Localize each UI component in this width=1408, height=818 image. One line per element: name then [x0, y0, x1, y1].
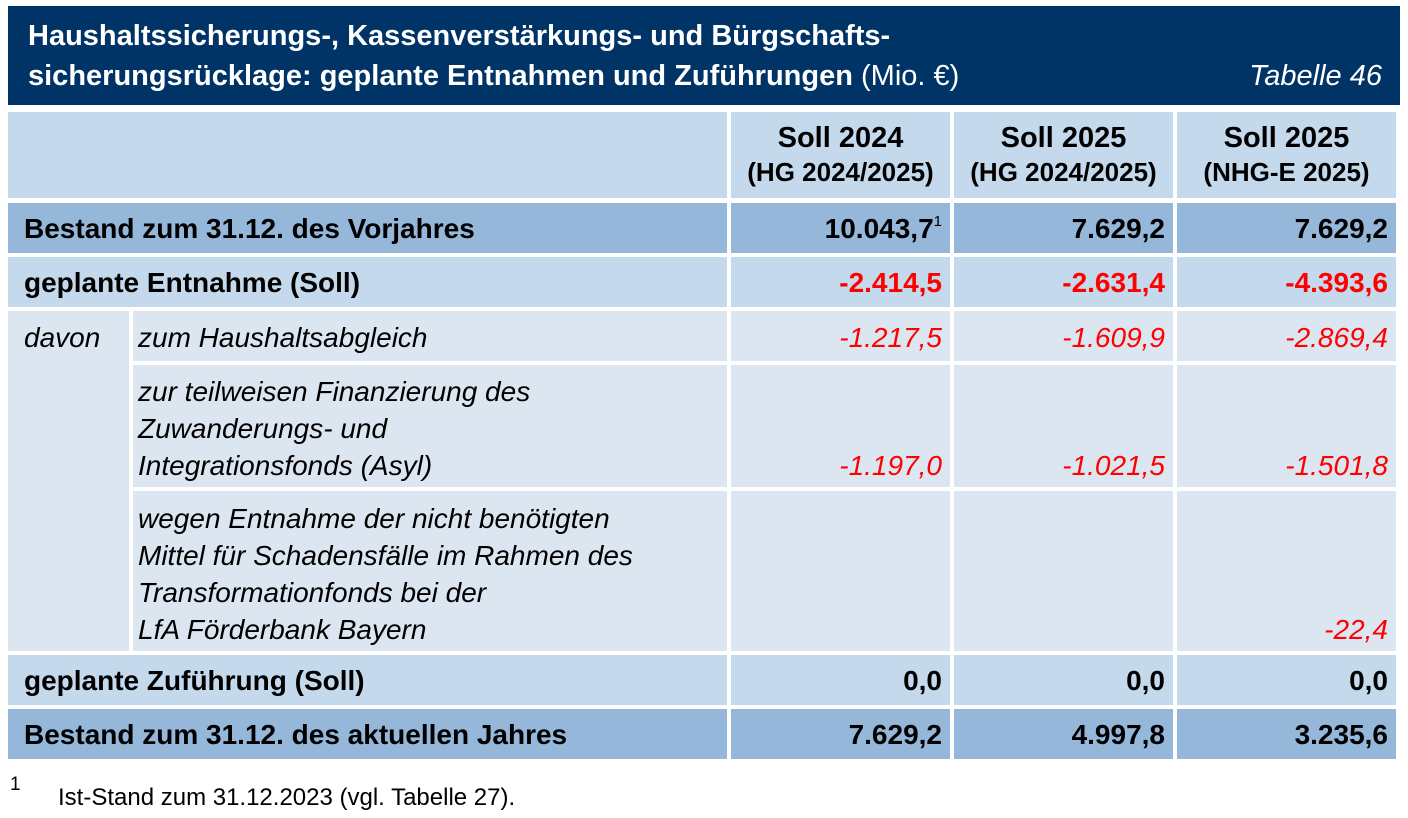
header-empty-cell	[8, 112, 727, 198]
column-header-title: Soll 2024	[777, 122, 904, 154]
table-title-line2-bold: sicherungsrücklage: geplante Entnahmen u…	[28, 60, 853, 92]
row-label-line: LfA Förderbank Bayern	[138, 614, 427, 645]
cell-haushaltsabgleich-soll2025-hg: -1.609,9	[954, 311, 1173, 361]
column-header-subtitle: (HG 2024/2025)	[747, 157, 934, 187]
column-header-title: Soll 2025	[1223, 122, 1350, 154]
footnote-marker: 1	[933, 213, 942, 230]
cell-entnahme-soll2025-nhg: -4.393,6	[1177, 257, 1396, 307]
cell-value: 10.043,7	[824, 213, 934, 244]
cell-bestand-vorjahr-soll2025-nhg: 7.629,2	[1177, 203, 1396, 253]
cell-lfa-soll2025-hg	[954, 491, 1173, 651]
footnote-number: 1	[10, 774, 21, 795]
row-label-asyl: zur teilweisen Finanzierung des Zuwander…	[133, 365, 727, 487]
cell-lfa-soll2025-nhg: -22,4	[1177, 491, 1396, 651]
row-label-bestand-vorjahr: Bestand zum 31.12. des Vorjahres	[8, 203, 727, 253]
column-header-soll2024: Soll 2024 (HG 2024/2025)	[731, 112, 950, 198]
table-title-line1: Haushaltssicherungs-, Kassenverstärkungs…	[28, 20, 891, 52]
cell-zufuehrung-soll2025-nhg: 0,0	[1177, 655, 1396, 705]
cell-bestand-vorjahr-soll2025-hg: 7.629,2	[954, 203, 1173, 253]
cell-zufuehrung-soll2025-hg: 0,0	[954, 655, 1173, 705]
column-header-subtitle: (NHG-E 2025)	[1203, 157, 1370, 187]
cell-zufuehrung-soll2024: 0,0	[731, 655, 950, 705]
row-label-line: Integrationsfonds (Asyl)	[138, 450, 433, 481]
cell-asyl-soll2025-hg: -1.021,5	[954, 365, 1173, 487]
cell-bestand-aktuell-soll2024: 7.629,2	[731, 709, 950, 759]
cell-asyl-soll2025-nhg: -1.501,8	[1177, 365, 1396, 487]
row-label-line: zur teilweisen Finanzierung des	[138, 376, 531, 407]
cell-entnahme-soll2024: -2.414,5	[731, 257, 950, 307]
cell-entnahme-soll2025-hg: -2.631,4	[954, 257, 1173, 307]
cell-asyl-soll2024: -1.197,0	[731, 365, 950, 487]
column-header-soll2025-hg: Soll 2025 (HG 2024/2025)	[954, 112, 1173, 198]
column-header-subtitle: (HG 2024/2025)	[970, 157, 1157, 187]
cell-bestand-vorjahr-soll2024: 10.043,71	[731, 203, 950, 253]
column-header-title: Soll 2025	[1000, 122, 1127, 154]
row-label-line: Mittel für Schadensfälle im Rahmen des	[138, 540, 633, 571]
row-label-bestand-aktuell: Bestand zum 31.12. des aktuellen Jahres	[8, 709, 727, 759]
row-label-zufuehrung: geplante Zuführung (Soll)	[8, 655, 727, 705]
row-label-entnahme: geplante Entnahme (Soll)	[8, 257, 727, 307]
table-title-bar: Haushaltssicherungs-, Kassenverstärkungs…	[8, 6, 1400, 105]
cell-bestand-aktuell-soll2025-nhg: 3.235,6	[1177, 709, 1396, 759]
cell-haushaltsabgleich-soll2024: -1.217,5	[731, 311, 950, 361]
cell-bestand-aktuell-soll2025-hg: 4.997,8	[954, 709, 1173, 759]
row-label-lfa: wegen Entnahme der nicht benötigten Mitt…	[133, 491, 727, 651]
row-label-line: Zuwanderungs- und	[138, 413, 388, 444]
row-label-line: Transformationfonds bei der	[138, 577, 487, 608]
footnote-text: Ist-Stand zum 31.12.2023 (vgl. Tabelle 2…	[58, 784, 516, 811]
cell-lfa-soll2024	[731, 491, 950, 651]
table-number: Tabelle 46	[1249, 60, 1382, 92]
cell-haushaltsabgleich-soll2025-nhg: -2.869,4	[1177, 311, 1396, 361]
table-title-line2: sicherungsrücklage: geplante Entnahmen u…	[28, 60, 959, 93]
column-header-soll2025-nhg: Soll 2025 (NHG-E 2025)	[1177, 112, 1396, 198]
row-label-line: wegen Entnahme der nicht benötigten	[138, 503, 610, 534]
row-label-davon: davon	[8, 311, 129, 651]
table-title-unit: (Mio. €)	[852, 60, 960, 92]
row-label-haushaltsabgleich: zum Haushaltsabgleich	[133, 311, 727, 361]
